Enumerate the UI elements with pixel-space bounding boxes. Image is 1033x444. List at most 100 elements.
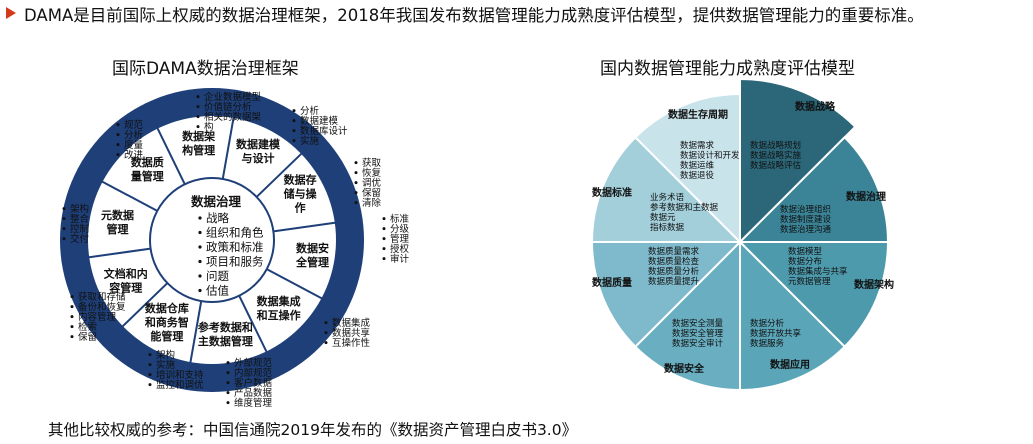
list-bullet-icon bbox=[382, 247, 386, 251]
dama-sector-name-line: 数据安 bbox=[296, 241, 329, 255]
dama-sector-name-line: 全管理 bbox=[295, 255, 329, 269]
list-bullet-icon bbox=[198, 230, 202, 235]
dcmm-sector-item: 数据质量检查 bbox=[648, 256, 700, 267]
list-bullet-icon bbox=[196, 125, 200, 129]
dcmm-sector-name: 数据应用 bbox=[770, 358, 810, 371]
dama-sector-name: 文档和内容管理 bbox=[104, 266, 148, 294]
list-bullet-icon bbox=[354, 191, 358, 195]
list-bullet-icon bbox=[198, 288, 202, 293]
dcmm-sector-item: 数据分析 bbox=[750, 318, 785, 329]
dama-sector-items-item: 实施 bbox=[156, 359, 176, 371]
list-bullet-icon bbox=[62, 237, 66, 241]
dama-sector-items-item: 控制 bbox=[70, 223, 89, 235]
dama-divider bbox=[255, 133, 323, 198]
dama-wheel-group bbox=[60, 88, 364, 392]
dcmm-sector-item: 数据战略实施 bbox=[750, 150, 802, 161]
dama-center-item: 战略 bbox=[206, 211, 229, 225]
dcmm-sector-item: 数据战略评估 bbox=[750, 160, 802, 171]
list-bullet-icon bbox=[196, 105, 200, 109]
dama-divider bbox=[273, 217, 363, 233]
dcmm-sector-item: 数据战略规划 bbox=[750, 140, 801, 151]
dama-sector-name: 数据仓库和商务智能管理 bbox=[145, 301, 189, 343]
dama-sector-items-item: 保留 bbox=[362, 187, 381, 199]
dama-sector-items-item: 相关的数据架 bbox=[204, 111, 262, 123]
list-bullet-icon bbox=[70, 325, 74, 329]
dcmm-title: 国内数据管理能力成熟度评估模型 bbox=[600, 59, 855, 79]
dama-sector-items-item: 数据集成 bbox=[332, 317, 371, 329]
dcmm-sector-name: 数据生存周期 bbox=[668, 108, 728, 121]
dama-sector-name-line: 数据集成 bbox=[257, 294, 301, 308]
dcmm-sector-slice bbox=[590, 135, 743, 243]
dama-divider bbox=[266, 268, 347, 313]
dcmm-pie: 数据战略数据战略规划数据战略实施数据战略评估数据治理数据治理组织数据制度建设数据… bbox=[590, 77, 894, 392]
dama-center-item: 项目和服务 bbox=[206, 255, 264, 269]
dama-sector-items-item: 获取和存储 bbox=[78, 291, 126, 303]
dama-center-item: 政策和标准 bbox=[206, 240, 264, 254]
dcmm-sector-name: 数据标准 bbox=[592, 186, 632, 199]
list-bullet-icon bbox=[62, 227, 66, 231]
dama-sector-items-item: 度量 bbox=[124, 139, 144, 151]
list-bullet-icon bbox=[70, 305, 74, 309]
list-bullet-icon bbox=[148, 353, 152, 357]
dama-sector-items-item: 检索 bbox=[78, 321, 97, 333]
dcmm-sector-slice bbox=[590, 241, 743, 349]
dcmm-sector-item: 数据运维 bbox=[680, 160, 715, 171]
list-bullet-icon bbox=[382, 217, 386, 221]
dama-center-item: 问题 bbox=[206, 269, 229, 283]
list-bullet-icon bbox=[116, 133, 120, 137]
list-bullet-icon bbox=[198, 259, 202, 264]
list-bullet-icon bbox=[292, 119, 296, 123]
dama-divider bbox=[238, 295, 280, 378]
dama-sector-items-item: 备份和恢复 bbox=[78, 301, 126, 313]
dama-sector-name: 数据集成和互操作 bbox=[257, 294, 301, 322]
list-bullet-icon bbox=[198, 216, 202, 220]
dcmm-sector-item: 数据分布 bbox=[788, 256, 822, 267]
dcmm-sector-item: 数据安全审计 bbox=[672, 338, 724, 349]
dcmm-sector-item: 数据治理组织 bbox=[780, 204, 831, 215]
dcmm-sector-item: 数据集成与共享 bbox=[788, 266, 848, 277]
dama-sector-name: 数据质量管理 bbox=[131, 155, 164, 183]
dama-divider bbox=[77, 167, 158, 212]
dama-sector-name-line: 储与操 bbox=[284, 186, 318, 200]
dama-sector-items-item: 整合 bbox=[70, 213, 90, 225]
list-bullet-icon bbox=[354, 161, 358, 165]
dama-sector-items-item: 互操作性 bbox=[332, 337, 371, 349]
dama-sector-items-item: 数据建模 bbox=[300, 115, 339, 127]
dama-sector-name-line: 和互操作 bbox=[257, 308, 301, 322]
list-bullet-icon bbox=[226, 371, 230, 375]
dama-sector-name-line: 和商务智 bbox=[145, 315, 189, 329]
dama-sector-items-item: 数据共享 bbox=[332, 327, 370, 339]
dcmm-sector-slice bbox=[739, 239, 847, 392]
dcmm-sector-item: 数据服务 bbox=[750, 338, 785, 349]
dama-sector-name-line: 管理 bbox=[106, 222, 128, 236]
dama-divider bbox=[221, 90, 240, 180]
dcmm-sector-item: 数据安全管理 bbox=[672, 328, 724, 339]
dama-sector-items-item: 数据库设计 bbox=[300, 125, 348, 137]
dama-divider bbox=[184, 300, 203, 390]
dama-sector-name-line: 量管理 bbox=[131, 169, 164, 183]
list-bullet-icon bbox=[354, 201, 358, 205]
list-bullet-icon bbox=[354, 181, 358, 185]
dama-sector-items-item: 构 bbox=[204, 121, 214, 133]
dama-sector-items-item: 企业数据模型 bbox=[204, 91, 262, 103]
dama-sector-name: 参考数据和主数据管理 bbox=[198, 320, 253, 348]
list-bullet-icon bbox=[70, 295, 74, 299]
dama-sector-items-item: 架构 bbox=[156, 349, 175, 361]
dama-sector-items-item: 实施 bbox=[300, 135, 320, 147]
list-bullet-icon bbox=[196, 95, 200, 99]
list-bullet-icon bbox=[62, 217, 66, 221]
list-bullet-icon bbox=[324, 331, 328, 335]
dcmm-sector-name: 数据架构 bbox=[854, 278, 894, 291]
headline: DAMA是目前国际上权威的数据治理框架，2018年我国发布数据管理能力成熟度评估… bbox=[24, 6, 924, 25]
dama-sector-items-item: 改进 bbox=[124, 149, 144, 161]
bullet-arrow-icon bbox=[6, 7, 16, 19]
dama-sector-name-line: 参考数据和 bbox=[198, 320, 253, 334]
